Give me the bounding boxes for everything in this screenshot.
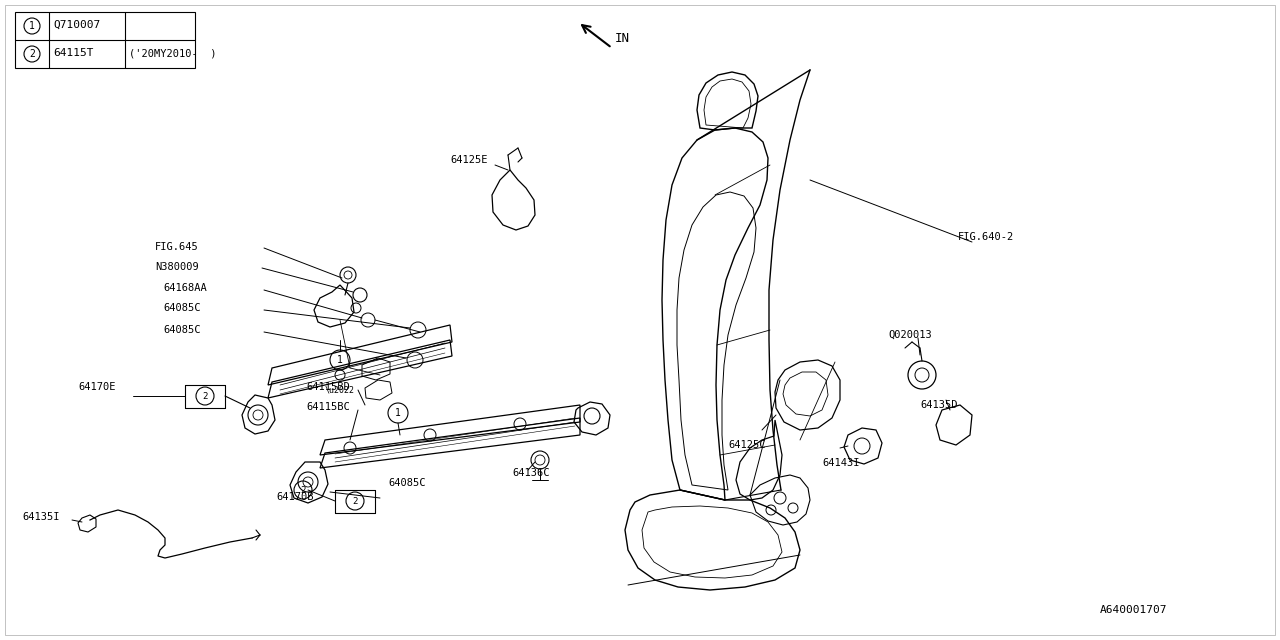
Text: ('20MY2010-  ): ('20MY2010- ) xyxy=(129,48,216,58)
Text: Q710007: Q710007 xyxy=(52,20,100,30)
Text: \u2022: \u2022 xyxy=(325,385,355,394)
Text: FIG.640-2: FIG.640-2 xyxy=(957,232,1014,242)
Text: 64135I: 64135I xyxy=(22,512,59,522)
Text: Q020013: Q020013 xyxy=(888,330,932,340)
Text: 64168AA: 64168AA xyxy=(163,283,207,293)
Text: 1: 1 xyxy=(29,21,35,31)
Text: 2: 2 xyxy=(29,49,35,59)
Text: N380009: N380009 xyxy=(155,262,198,272)
Text: 64085C: 64085C xyxy=(388,478,425,488)
Bar xyxy=(15,12,195,68)
Text: 64115BC: 64115BC xyxy=(306,402,349,412)
Text: 2: 2 xyxy=(202,392,207,401)
Text: FIG.645: FIG.645 xyxy=(155,242,198,252)
Text: 1: 1 xyxy=(337,355,343,365)
Text: 64170B: 64170B xyxy=(276,492,314,502)
Text: 1: 1 xyxy=(396,408,401,418)
Text: 64085C: 64085C xyxy=(163,303,201,313)
Text: 64115BD: 64115BD xyxy=(306,382,349,392)
Text: 2: 2 xyxy=(301,486,306,495)
Text: 64125C: 64125C xyxy=(728,440,765,450)
Text: 2: 2 xyxy=(352,497,357,506)
Text: A640001707: A640001707 xyxy=(1100,605,1167,615)
Text: 64143I: 64143I xyxy=(822,458,859,468)
Text: 64135D: 64135D xyxy=(920,400,957,410)
Text: 64170E: 64170E xyxy=(78,382,115,392)
Text: 64136C: 64136C xyxy=(512,468,549,478)
Text: IN: IN xyxy=(614,31,630,45)
Text: 64115T: 64115T xyxy=(52,48,93,58)
Text: 64085C: 64085C xyxy=(163,325,201,335)
Text: 64125E: 64125E xyxy=(451,155,488,165)
